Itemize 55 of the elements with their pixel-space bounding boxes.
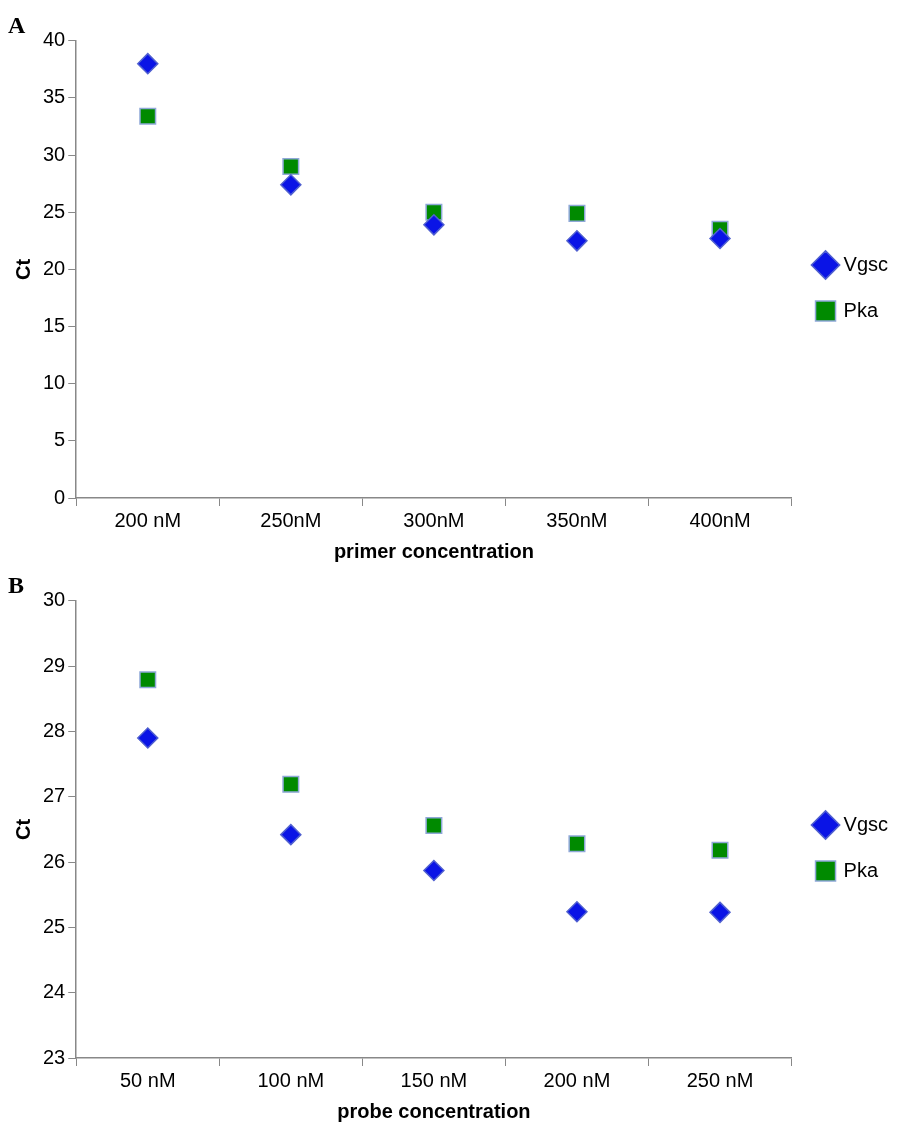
y-tick-label: 27	[43, 784, 66, 807]
x-tick-label: 400nM	[689, 508, 751, 531]
legend-label: Vgsc	[843, 252, 889, 275]
x-axis-title: probe concentration	[337, 1099, 531, 1122]
y-tick-label: 25	[43, 199, 66, 222]
y-tick-label: 26	[43, 849, 66, 872]
x-tick-label: 100 nM	[257, 1068, 325, 1091]
point	[568, 835, 586, 853]
y-tick-label: 20	[43, 256, 66, 279]
y-tick-label: 10	[43, 371, 66, 394]
y-tick-label: 0	[54, 485, 66, 508]
y-tick-label: 29	[43, 653, 66, 676]
y-tick-label: 23	[43, 1045, 66, 1068]
chart-title: B	[8, 571, 25, 598]
y-tick-label: 25	[43, 914, 66, 937]
legend-label: Pka	[843, 298, 879, 321]
y-tick-label: 30	[43, 142, 66, 165]
point	[282, 775, 300, 793]
x-tick-label: 200 nM	[543, 1068, 611, 1091]
y-tick-label: 35	[43, 85, 66, 108]
x-tick-label: 200 nM	[114, 508, 182, 531]
point	[568, 204, 586, 222]
point	[566, 900, 588, 923]
x-axis-title: primer concentration	[333, 539, 534, 562]
x-tick-label: 150 nM	[400, 1068, 468, 1091]
x-tick-label: 250 nM	[686, 1068, 754, 1091]
y-tick-label: 24	[43, 980, 66, 1003]
point	[711, 841, 729, 859]
point	[280, 823, 302, 846]
y-axis-title: Ct	[11, 818, 34, 840]
x-tick-label: 50 nM	[119, 1068, 176, 1091]
legend-label: Vgsc	[843, 812, 889, 835]
y-tick-label: 40	[43, 28, 66, 51]
y-tick-label: 30	[43, 588, 66, 611]
point	[709, 227, 731, 250]
point	[709, 901, 731, 924]
y-tick-label: 5	[54, 428, 66, 451]
chart-title: A	[8, 11, 26, 38]
point	[566, 230, 588, 252]
x-tick-label: 300nM	[403, 508, 465, 531]
point	[280, 174, 302, 196]
y-tick-label: 28	[43, 718, 66, 741]
y-tick-label: 15	[43, 314, 66, 337]
point	[139, 671, 157, 689]
x-tick-label: 350nM	[546, 508, 608, 531]
point	[282, 158, 300, 176]
y-axis-title: Ct	[11, 258, 34, 280]
point	[423, 214, 445, 236]
point	[137, 727, 159, 749]
legend-label: Pka	[843, 858, 879, 881]
point	[139, 107, 157, 125]
point	[425, 816, 443, 835]
point	[137, 52, 159, 75]
point	[423, 859, 445, 882]
x-tick-label: 250nM	[260, 508, 322, 531]
